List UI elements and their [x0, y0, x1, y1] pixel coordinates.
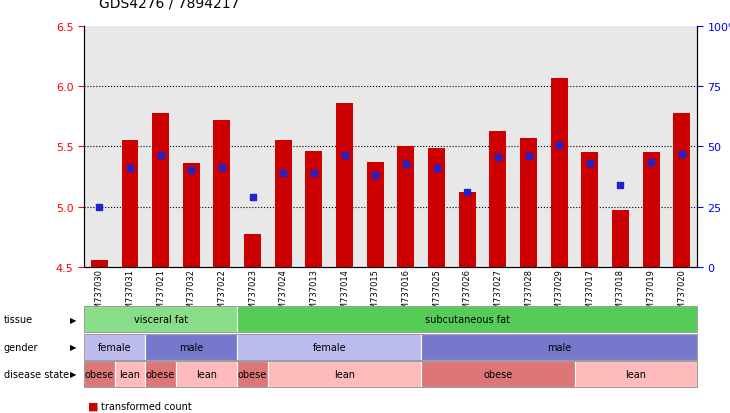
Bar: [121, 141, 139, 267]
Bar: [673, 114, 691, 267]
Text: subcutaneous fat: subcutaneous fat: [425, 314, 510, 325]
Bar: [397, 147, 415, 267]
Text: ▶: ▶: [70, 342, 77, 351]
Text: lean: lean: [334, 369, 355, 379]
Text: lean: lean: [196, 369, 217, 379]
Bar: [91, 260, 108, 267]
Bar: [642, 153, 660, 267]
Bar: [366, 163, 384, 267]
Text: female: female: [312, 342, 346, 352]
Text: female: female: [98, 342, 131, 352]
Text: lean: lean: [120, 369, 140, 379]
Bar: [428, 148, 445, 267]
Text: gender: gender: [4, 342, 38, 352]
Text: male: male: [547, 342, 572, 352]
Text: visceral fat: visceral fat: [134, 314, 188, 325]
Bar: [213, 121, 231, 267]
Text: obese: obese: [146, 369, 175, 379]
Text: ■: ■: [88, 401, 98, 411]
Bar: [458, 193, 476, 267]
Bar: [305, 152, 323, 267]
Text: lean: lean: [626, 369, 646, 379]
Bar: [520, 139, 537, 267]
Text: transformed count: transformed count: [101, 401, 191, 411]
Text: obese: obese: [483, 369, 512, 379]
Bar: [581, 153, 599, 267]
Text: obese: obese: [85, 369, 114, 379]
Text: ▶: ▶: [70, 315, 77, 324]
Text: tissue: tissue: [4, 314, 33, 325]
Bar: [274, 141, 292, 267]
Bar: [612, 211, 629, 267]
Text: disease state: disease state: [4, 369, 69, 379]
Text: male: male: [179, 342, 204, 352]
Text: ▶: ▶: [70, 370, 77, 378]
Bar: [550, 78, 568, 267]
Text: GDS4276 / 7894217: GDS4276 / 7894217: [99, 0, 239, 10]
Bar: [152, 114, 169, 267]
Text: obese: obese: [238, 369, 267, 379]
Bar: [489, 131, 507, 267]
Bar: [244, 235, 261, 267]
Bar: [182, 164, 200, 267]
Bar: [336, 104, 353, 267]
